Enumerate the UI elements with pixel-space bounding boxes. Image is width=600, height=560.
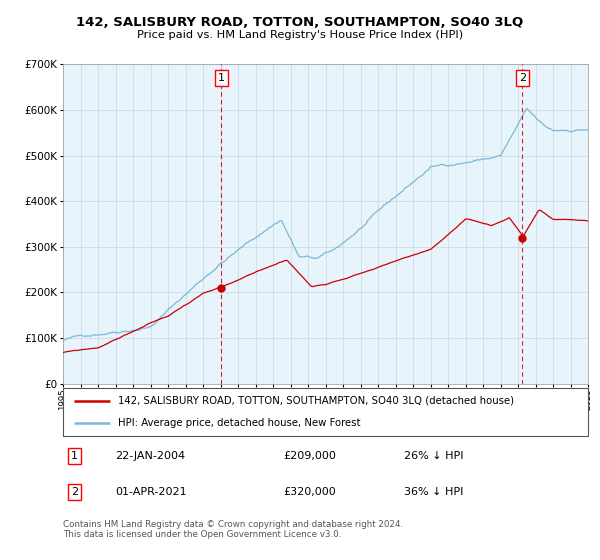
Text: £209,000: £209,000 xyxy=(284,451,337,461)
Text: 2: 2 xyxy=(519,73,526,83)
Text: 1: 1 xyxy=(71,451,78,461)
Text: 142, SALISBURY ROAD, TOTTON, SOUTHAMPTON, SO40 3LQ (detached house): 142, SALISBURY ROAD, TOTTON, SOUTHAMPTON… xyxy=(118,396,514,406)
Text: Price paid vs. HM Land Registry's House Price Index (HPI): Price paid vs. HM Land Registry's House … xyxy=(137,30,463,40)
Text: 26% ↓ HPI: 26% ↓ HPI xyxy=(404,451,464,461)
Text: 1: 1 xyxy=(218,73,225,83)
FancyBboxPatch shape xyxy=(63,388,588,436)
Text: 142, SALISBURY ROAD, TOTTON, SOUTHAMPTON, SO40 3LQ: 142, SALISBURY ROAD, TOTTON, SOUTHAMPTON… xyxy=(76,16,524,29)
Text: 01-APR-2021: 01-APR-2021 xyxy=(115,487,187,497)
Text: 22-JAN-2004: 22-JAN-2004 xyxy=(115,451,185,461)
Text: £320,000: £320,000 xyxy=(284,487,336,497)
Text: Contains HM Land Registry data © Crown copyright and database right 2024.
This d: Contains HM Land Registry data © Crown c… xyxy=(63,520,403,539)
Text: 2: 2 xyxy=(71,487,78,497)
Text: 36% ↓ HPI: 36% ↓ HPI xyxy=(404,487,464,497)
Text: HPI: Average price, detached house, New Forest: HPI: Average price, detached house, New … xyxy=(118,418,361,428)
